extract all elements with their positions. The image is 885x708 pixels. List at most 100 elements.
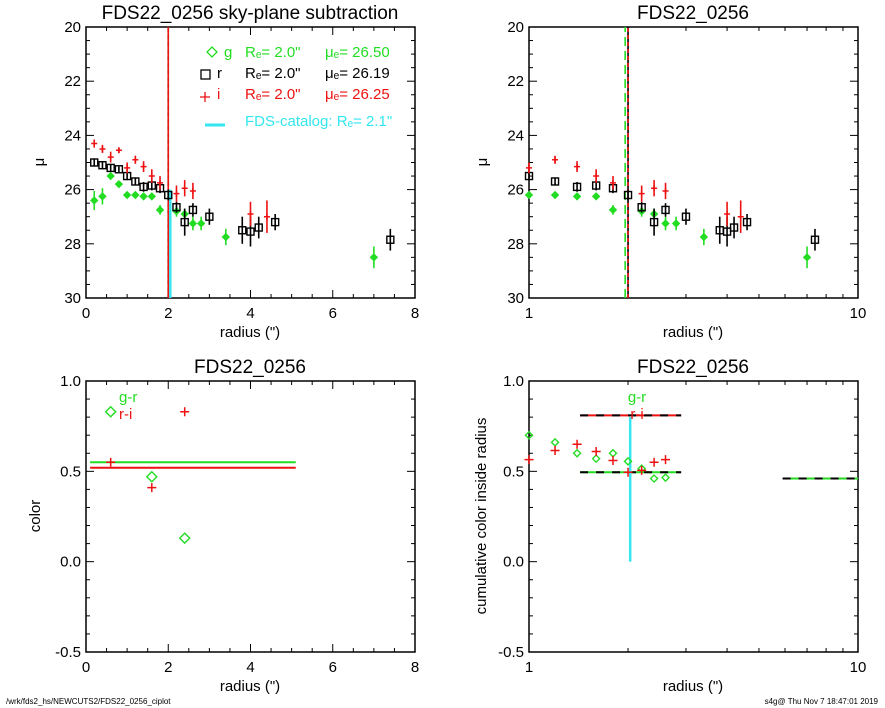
- data-point: [99, 145, 106, 152]
- data-point: [591, 192, 601, 201]
- data-point: [737, 213, 744, 220]
- footer-file-path: /wrk/fds2_hs/NEWCUTS2/FDS22_0256_ciplot: [6, 697, 171, 706]
- x-tick-label: 8: [411, 659, 419, 676]
- series-r-i: [524, 439, 671, 477]
- x-tick-label: 6: [329, 305, 337, 322]
- data-point: [131, 190, 140, 200]
- y-tick-label: 0.0: [60, 554, 81, 571]
- y-tick-label: -0.5: [55, 644, 81, 661]
- legend-mue: μₑ= 26.19: [325, 65, 390, 82]
- x-axis-label: radius ("): [663, 678, 723, 695]
- legend-r-i: r-i: [630, 406, 643, 423]
- data-point: [524, 455, 534, 465]
- square-icon: [200, 69, 211, 80]
- data-point: [593, 173, 600, 180]
- y-tick-label: 1.0: [60, 373, 81, 390]
- legend-band: r: [217, 65, 222, 82]
- y-tick-label: 1.0: [503, 373, 524, 390]
- data-point: [145, 470, 158, 483]
- data-point: [147, 192, 157, 201]
- data-point: [157, 179, 164, 186]
- panel-cumulative-color: FDS22_0256 radius (") cumulative color i…: [473, 357, 866, 695]
- y-tick-label: 26: [507, 182, 524, 199]
- x-axis-label: radius ("): [220, 324, 280, 341]
- data-point: [651, 185, 658, 192]
- data-point: [247, 210, 254, 217]
- data-point: [662, 187, 669, 194]
- data-point: [637, 465, 647, 475]
- data-point: [550, 437, 560, 447]
- legend-catalog: FDS-catalog: Rₑ= 2.1": [245, 113, 392, 130]
- data-point: [139, 192, 148, 201]
- y-tick-label: 20: [507, 19, 524, 36]
- data-point: [526, 164, 532, 171]
- y-tick-label: 22: [64, 73, 81, 90]
- data-point: [172, 203, 181, 212]
- y-tick-label: -0.5: [498, 644, 524, 661]
- data-point: [550, 177, 560, 186]
- x-tick-label: 4: [246, 659, 254, 676]
- x-tick-label: 6: [329, 659, 337, 676]
- y-axis-label: μ: [31, 158, 48, 167]
- data-point: [106, 171, 115, 181]
- data-point: [638, 190, 645, 197]
- data-point: [661, 473, 671, 483]
- data-point: [661, 219, 670, 228]
- series-g: [90, 171, 379, 269]
- data-point: [802, 253, 812, 262]
- data-point: [178, 532, 191, 545]
- legend-g-r: g-r: [119, 389, 137, 406]
- y-tick-label: 20: [64, 19, 81, 36]
- x-tick-label: 0: [82, 305, 90, 322]
- x-tick-label: 4: [246, 305, 254, 322]
- y-tick-label: 22: [507, 73, 524, 90]
- data-point: [623, 190, 633, 200]
- data-point: [572, 182, 582, 192]
- panel-title: FDS22_0256: [637, 357, 749, 378]
- data-point: [637, 203, 646, 212]
- data-point: [386, 235, 395, 244]
- plus-icon: [200, 92, 210, 102]
- data-point: [122, 190, 132, 200]
- series-i: [91, 139, 270, 233]
- y-tick-label: 26: [64, 182, 81, 199]
- data-point: [681, 212, 691, 221]
- data-point: [649, 217, 659, 227]
- series-g: [524, 190, 812, 269]
- footer-timestamp: s4g@ Thu Nov 7 18:47:01 2019: [765, 697, 879, 706]
- y-tick-label: 30: [64, 290, 81, 307]
- data-point: [196, 219, 206, 228]
- y-axis-label: μ: [474, 158, 491, 167]
- data-point: [649, 457, 659, 467]
- data-point: [623, 467, 633, 477]
- x-tick-label: 1: [525, 659, 533, 676]
- data-point: [608, 205, 618, 215]
- series-g-r: [524, 430, 671, 484]
- data-point: [98, 161, 107, 170]
- data-point: [221, 232, 231, 242]
- legend-mue: μₑ= 26.25: [325, 86, 390, 103]
- data-point: [608, 448, 618, 458]
- data-point: [574, 163, 581, 170]
- y-tick-label: 30: [507, 290, 524, 307]
- data-point: [609, 179, 616, 186]
- data-point: [147, 483, 157, 493]
- y-tick-label: 28: [507, 236, 524, 253]
- panel-title: FDS22_0256 sky-plane subtraction: [102, 3, 399, 24]
- legend-item-i: i Rₑ= 2.0" μₑ= 26.25: [200, 86, 390, 103]
- data-point: [238, 226, 247, 235]
- data-point: [608, 455, 618, 465]
- data-point: [189, 187, 196, 194]
- x-axis-label: radius ("): [220, 678, 280, 695]
- data-point: [572, 448, 582, 458]
- data-point: [90, 196, 99, 205]
- legend-re: Rₑ= 2.0": [245, 44, 301, 61]
- data-point: [263, 213, 270, 220]
- data-point: [180, 407, 190, 417]
- data-point: [155, 205, 165, 215]
- x-tick-label: 10: [850, 659, 867, 676]
- y-tick-label: 0.5: [60, 463, 81, 480]
- panel-surface-brightness-linear: FDS22_0256 sky-plane subtraction radius …: [31, 3, 419, 341]
- data-point: [180, 217, 189, 227]
- data-point: [205, 212, 214, 221]
